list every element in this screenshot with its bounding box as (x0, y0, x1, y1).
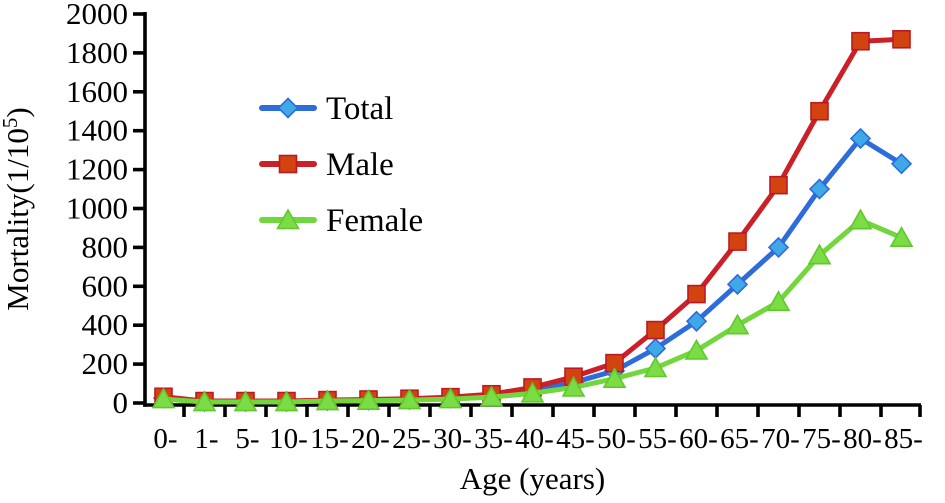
y-tick-label: 1000 (66, 191, 128, 226)
y-tick-label: 0 (113, 385, 129, 420)
marker-male (892, 29, 911, 49)
marker-female (274, 390, 299, 412)
x-category-label: 80- (843, 423, 882, 455)
marker-male (646, 320, 665, 340)
x-category-label: 45- (556, 423, 595, 455)
series-female (151, 208, 914, 412)
chart-legend: Total Male Female (259, 91, 423, 239)
marker-male (728, 232, 747, 251)
marker-female (889, 226, 914, 247)
x-category-label: 10- (269, 423, 308, 455)
x-axis-ticks (182, 405, 922, 417)
x-category-label: 30- (433, 423, 472, 455)
x-category-label: 40- (515, 423, 554, 455)
x-category-label: 85- (884, 423, 923, 455)
legend-label: Total (326, 91, 393, 127)
marker-female (684, 338, 709, 360)
x-axis-title: Age (years) (460, 461, 605, 496)
x-category-label: 60- (679, 423, 718, 455)
x-category-label: 15- (310, 423, 349, 455)
y-tick-label: 1200 (66, 152, 128, 187)
marker-female (356, 389, 381, 410)
series-line-female (161, 217, 904, 405)
marker-female (233, 390, 258, 412)
x-category-label: 25- (392, 423, 431, 455)
marker-female (315, 389, 340, 411)
marker-female (397, 388, 422, 410)
marker-female (766, 290, 791, 312)
marker-female (807, 243, 832, 265)
x-category-label: 1- (194, 423, 218, 455)
marker-female (561, 375, 586, 397)
legend-item-total: Total (259, 91, 393, 127)
y-tick-label: 1600 (66, 74, 128, 109)
x-category-label: 20- (351, 423, 390, 455)
legend-marker-triangle (276, 208, 300, 230)
marker-female (643, 356, 668, 378)
y-tick-label: 800 (82, 229, 129, 264)
marker-female (725, 313, 750, 335)
series-line-total (161, 135, 904, 404)
y-tick-label: 1800 (66, 35, 128, 70)
marker-female (192, 390, 217, 412)
marker-male (810, 101, 829, 121)
y-tick-label: 2000 (66, 0, 128, 31)
x-category-label: 75- (802, 423, 841, 455)
marker-female (602, 367, 627, 388)
marker-female (438, 387, 463, 409)
y-tick-label: 1400 (66, 113, 128, 148)
x-category-label: 0- (153, 423, 177, 455)
y-tick-label: 600 (82, 268, 129, 303)
marker-total (808, 178, 831, 200)
x-category-label: 55- (638, 423, 677, 455)
marker-male (851, 31, 870, 51)
marker-female (479, 385, 504, 407)
series-total (152, 127, 913, 413)
legend-label: Female (326, 203, 423, 239)
marker-total (890, 153, 913, 175)
x-category-label: 35- (474, 423, 513, 455)
marker-total (849, 127, 872, 150)
legend-label: Male (326, 147, 394, 183)
marker-female (151, 387, 176, 409)
marker-female (520, 381, 545, 403)
marker-total (767, 236, 790, 259)
legend-marker-square (278, 154, 298, 174)
x-category-label: 5- (235, 423, 259, 455)
legend-marker-diamond (277, 97, 299, 119)
y-tick-label: 400 (82, 307, 129, 342)
marker-total (685, 310, 708, 332)
legend-item-female: Female (259, 203, 423, 239)
x-category-labels: 0- 1- 5- 10- 15- 20- 25- 30- 35- 40- 45- 50- 55- 60- 6… (153, 423, 922, 455)
x-category-label: 65- (720, 423, 759, 455)
marker-total (726, 273, 749, 295)
x-category-label: 50- (597, 423, 636, 455)
y-axis-title: Mortality(1/105) (0, 107, 35, 310)
marker-male (769, 175, 788, 195)
y-tick-label: 200 (82, 346, 129, 381)
marker-female (848, 208, 873, 230)
marker-male (687, 284, 706, 304)
legend-item-male: Male (259, 147, 394, 183)
x-category-label: 70- (761, 423, 800, 455)
